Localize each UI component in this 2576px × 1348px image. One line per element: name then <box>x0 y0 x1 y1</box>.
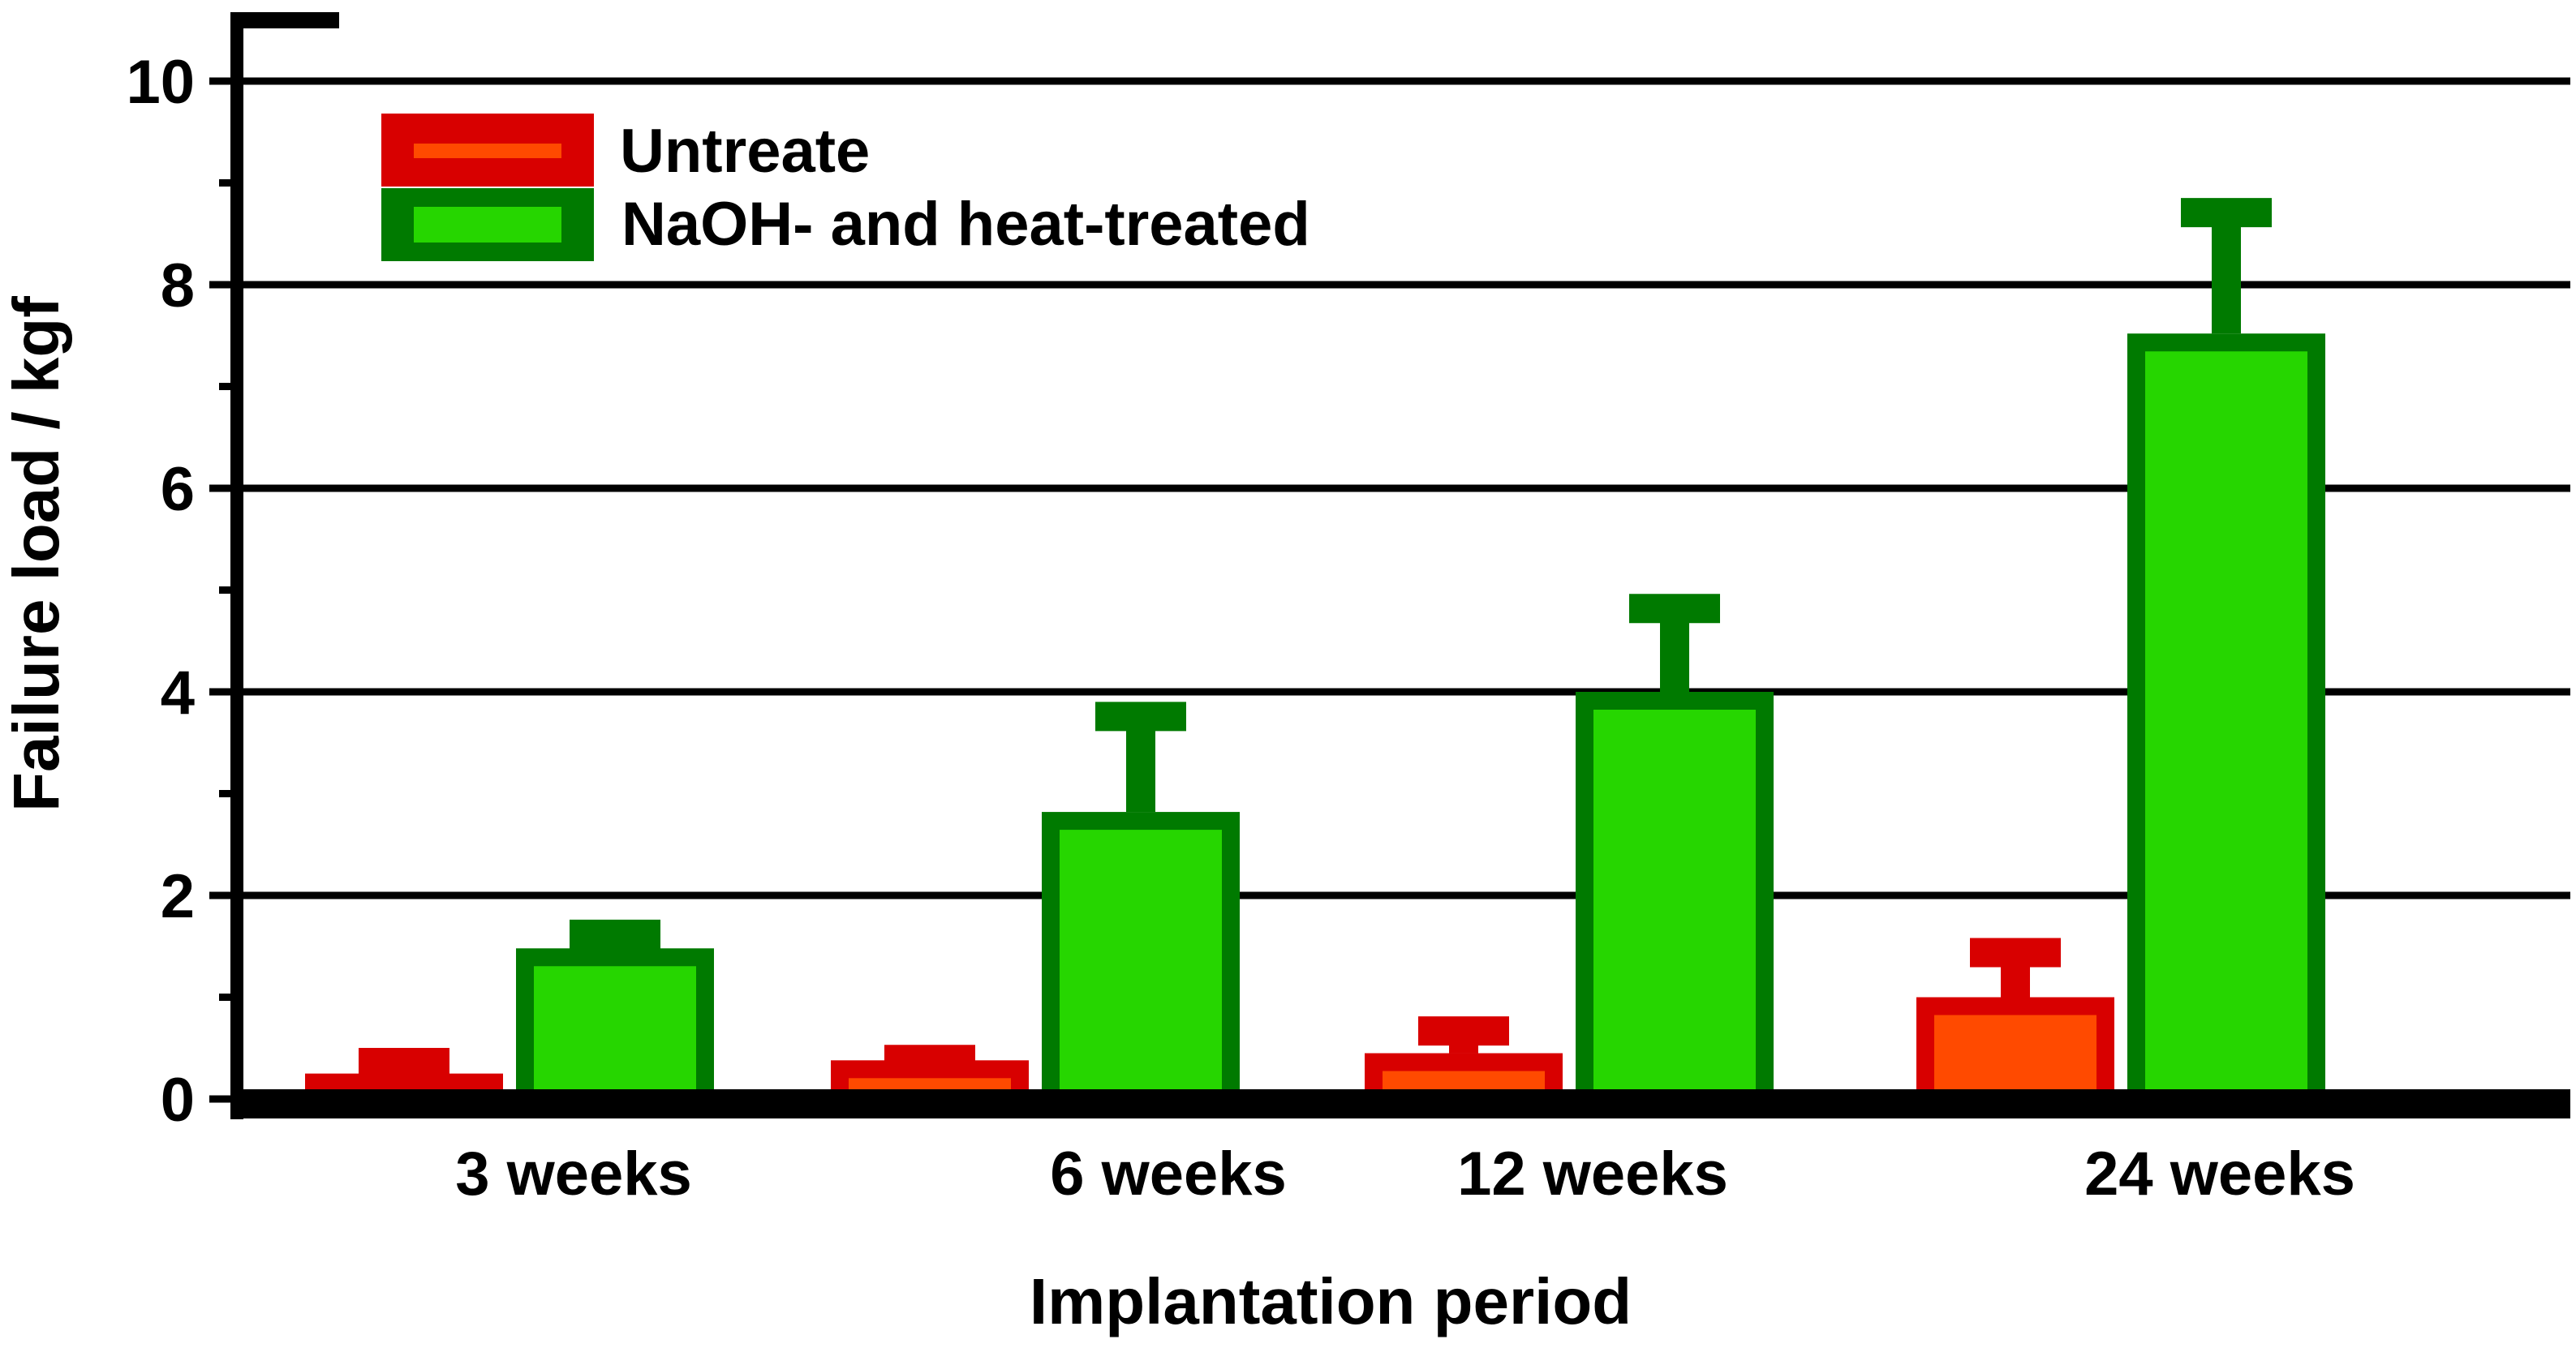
labels: Failure load / kgf Implantation period 0… <box>0 48 2355 1337</box>
legend-swatch-untreated-inner <box>414 144 561 158</box>
legend: Untreate NaOH- and heat-treated <box>381 114 1310 261</box>
x-tick-label-2: 12 weeks <box>1457 1140 1728 1208</box>
legend-label-untreated: Untreate <box>620 117 870 186</box>
y-tick-label-2: 2 <box>161 862 195 931</box>
bar-1-3 <box>2145 351 2307 1094</box>
bar-0-3 <box>1934 1015 2096 1094</box>
x-tick-label-0: 3 weeks <box>455 1140 692 1208</box>
legend-label-treated: NaOH- and heat-treated <box>621 190 1310 259</box>
y-axis-title: Failure load / kgf <box>0 296 72 812</box>
bar-1-0 <box>534 966 696 1094</box>
bar-1-1 <box>1060 830 1222 1094</box>
y-tick-label-8: 8 <box>161 251 195 320</box>
x-tick-label-1: 6 weeks <box>1050 1140 1287 1208</box>
x-tick-label-3: 24 weeks <box>2084 1140 2355 1208</box>
y-tick-label-0: 0 <box>161 1066 195 1135</box>
y-tick-label-4: 4 <box>161 659 195 728</box>
y-tick-label-10: 10 <box>126 48 195 117</box>
y-tick-label-6: 6 <box>161 455 195 524</box>
x-axis-title: Implantation period <box>1030 1265 1632 1337</box>
bar-1-2 <box>1593 710 1756 1094</box>
axes <box>209 12 2570 1119</box>
bars <box>305 198 2325 1112</box>
legend-swatch-treated-inner <box>414 207 561 243</box>
